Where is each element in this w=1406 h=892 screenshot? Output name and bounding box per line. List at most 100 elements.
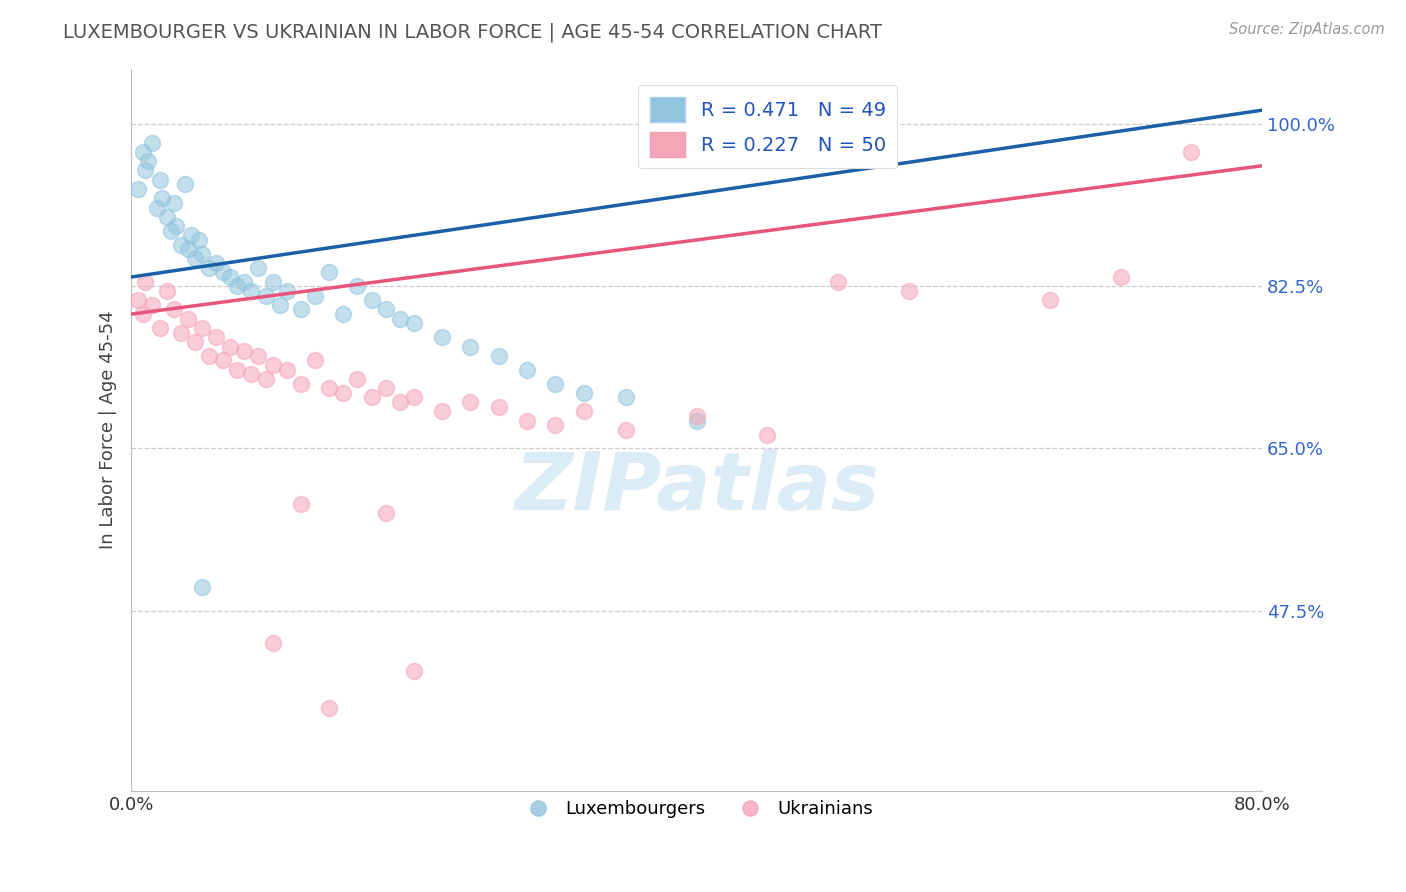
Point <box>226 279 249 293</box>
Point <box>141 136 163 150</box>
Point <box>488 400 510 414</box>
Point <box>374 506 396 520</box>
Point <box>177 242 200 256</box>
Point <box>159 224 181 238</box>
Text: LUXEMBOURGER VS UKRAINIAN IN LABOR FORCE | AGE 45-54 CORRELATION CHART: LUXEMBOURGER VS UKRAINIAN IN LABOR FORCE… <box>63 22 883 42</box>
Point <box>247 260 270 275</box>
Point <box>191 581 214 595</box>
Point <box>360 391 382 405</box>
Point <box>145 201 167 215</box>
Point <box>205 330 228 344</box>
Point <box>402 391 425 405</box>
Point <box>402 664 425 678</box>
Point <box>184 334 207 349</box>
Point <box>148 321 170 335</box>
Point <box>685 414 707 428</box>
Point <box>163 302 186 317</box>
Point <box>240 368 263 382</box>
Point <box>219 270 242 285</box>
Point <box>188 233 211 247</box>
Point <box>212 265 235 279</box>
Point <box>170 326 193 340</box>
Point <box>254 372 277 386</box>
Point <box>191 247 214 261</box>
Y-axis label: In Labor Force | Age 45-54: In Labor Force | Age 45-54 <box>100 310 117 549</box>
Point <box>388 395 411 409</box>
Point <box>269 298 291 312</box>
Point <box>127 182 149 196</box>
Point <box>150 191 173 205</box>
Point <box>516 362 538 376</box>
Point <box>131 307 153 321</box>
Point <box>346 279 368 293</box>
Point <box>262 275 284 289</box>
Point <box>177 311 200 326</box>
Point <box>318 265 340 279</box>
Point <box>332 307 354 321</box>
Point <box>572 404 595 418</box>
Point <box>1180 145 1202 159</box>
Legend: Luxembourgers, Ukrainians: Luxembourgers, Ukrainians <box>513 793 880 826</box>
Point <box>374 302 396 317</box>
Point <box>544 376 567 391</box>
Point <box>163 195 186 210</box>
Point <box>276 362 298 376</box>
Text: ZIPatlas: ZIPatlas <box>515 449 879 527</box>
Point <box>170 237 193 252</box>
Point <box>184 252 207 266</box>
Point <box>180 228 202 243</box>
Point <box>516 414 538 428</box>
Point <box>346 372 368 386</box>
Point <box>756 427 779 442</box>
Point <box>685 409 707 423</box>
Point <box>198 349 221 363</box>
Point <box>304 288 326 302</box>
Point <box>430 330 453 344</box>
Point <box>290 302 312 317</box>
Point <box>155 210 177 224</box>
Point <box>198 260 221 275</box>
Point <box>134 275 156 289</box>
Text: Source: ZipAtlas.com: Source: ZipAtlas.com <box>1229 22 1385 37</box>
Point <box>614 391 637 405</box>
Point <box>212 353 235 368</box>
Point <box>254 288 277 302</box>
Point <box>318 381 340 395</box>
Point <box>174 178 197 192</box>
Point <box>276 284 298 298</box>
Point <box>460 395 482 409</box>
Point <box>155 284 177 298</box>
Point <box>262 358 284 372</box>
Point <box>488 349 510 363</box>
Point <box>166 219 188 233</box>
Point <box>460 339 482 353</box>
Point <box>205 256 228 270</box>
Point <box>240 284 263 298</box>
Point <box>131 145 153 159</box>
Point <box>318 701 340 715</box>
Point <box>136 154 159 169</box>
Point <box>290 497 312 511</box>
Point <box>544 418 567 433</box>
Point <box>219 339 242 353</box>
Point <box>148 172 170 186</box>
Point <box>247 349 270 363</box>
Point <box>304 353 326 368</box>
Point <box>233 344 256 359</box>
Point <box>1109 270 1132 285</box>
Point <box>897 284 920 298</box>
Point <box>388 311 411 326</box>
Point <box>233 275 256 289</box>
Point <box>191 321 214 335</box>
Point <box>430 404 453 418</box>
Point <box>127 293 149 308</box>
Point <box>360 293 382 308</box>
Point <box>572 385 595 400</box>
Point <box>226 362 249 376</box>
Point <box>1039 293 1062 308</box>
Point <box>614 423 637 437</box>
Point <box>827 275 849 289</box>
Point <box>134 163 156 178</box>
Point <box>374 381 396 395</box>
Point <box>290 376 312 391</box>
